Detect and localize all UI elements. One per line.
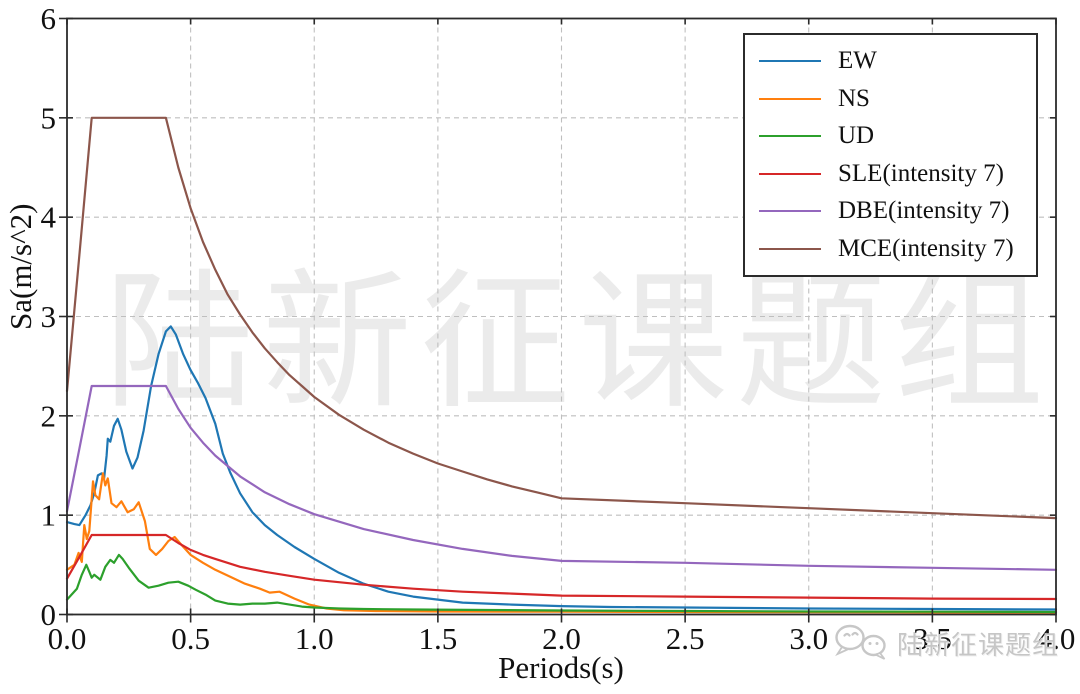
series-line-mce [65, 116, 1058, 520]
legend-item-ud: UD [759, 122, 1032, 150]
wechat-chat-bubbles-icon [835, 624, 886, 660]
y-tick-label: 3 [41, 299, 57, 334]
legend-item-ns: NS [759, 85, 1032, 113]
y-tick-label: 4 [41, 200, 57, 235]
y-axis-title: Sa(m/s^2) [3, 203, 38, 331]
y-tick-label: 2 [41, 398, 57, 433]
chart-legend: EW NS UD SLE(intensity 7) DBE(intensity … [743, 33, 1038, 277]
brand-logo-text: 陆新征课题组 [897, 630, 1060, 660]
legend-line-swatch-ew [759, 60, 821, 63]
legend-item-ew: EW [759, 47, 1032, 75]
legend-label-mce: MCE(intensity 7) [838, 234, 1014, 262]
x-tick-label: 1.0 [295, 621, 334, 656]
series-line-ud [65, 553, 1058, 614]
legend-label-dbe: DBE(intensity 7) [838, 197, 1010, 225]
y-tick-label: 6 [41, 1, 57, 36]
legend-item-mce: MCE(intensity 7) [759, 235, 1032, 263]
legend-label-ew: EW [838, 47, 877, 75]
legend-line-swatch-mce [759, 247, 821, 250]
series-line-ew [65, 325, 1058, 611]
legend-line-swatch-dbe [759, 210, 821, 213]
x-tick-label: 3.0 [789, 621, 828, 656]
x-tick-label: 2.0 [542, 621, 581, 656]
series-line-sle [65, 533, 1058, 601]
legend-label-ud: UD [838, 122, 875, 150]
x-axis-title: Periods(s) [498, 650, 624, 685]
legend-item-sle: SLE(intensity 7) [759, 160, 1032, 188]
series-line-ns [65, 472, 1058, 614]
legend-line-swatch-sle [759, 172, 821, 175]
x-tick-label: 3.5 [913, 621, 952, 656]
x-tick-label: 2.5 [666, 621, 705, 656]
x-tick-label: 1.5 [419, 621, 458, 656]
y-tick-label: 0 [41, 597, 57, 632]
y-tick-label: 1 [41, 498, 57, 533]
legend-line-swatch-ud [759, 135, 821, 138]
legend-line-swatch-ns [759, 97, 821, 100]
x-tick-label: 4.0 [1037, 621, 1076, 656]
legend-label-sle: SLE(intensity 7) [838, 159, 1004, 187]
legend-item-dbe: DBE(intensity 7) [759, 197, 1032, 225]
x-tick-label: 0.5 [171, 621, 210, 656]
x-tick-label: 0.0 [48, 621, 87, 656]
legend-label-ns: NS [838, 84, 870, 112]
brand-logo: 陆新征课题组 [833, 622, 1059, 664]
y-tick-label: 5 [41, 100, 57, 135]
series-line-dbe [65, 384, 1058, 571]
